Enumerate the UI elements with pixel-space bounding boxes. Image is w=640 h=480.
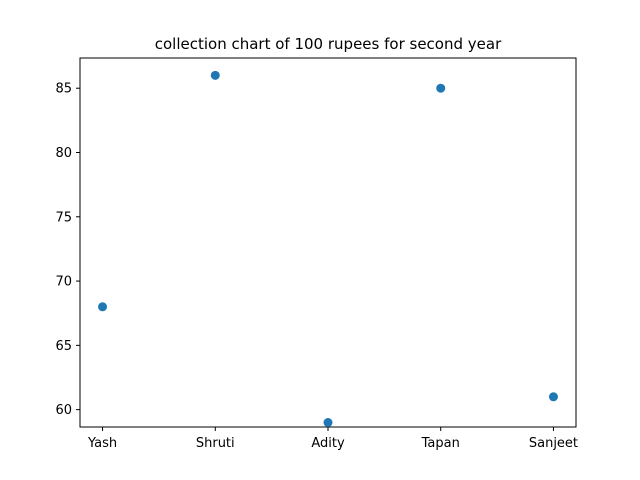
chart-title: collection chart of 100 rupees for secon… [155, 35, 502, 53]
x-tick-label: Tapan [421, 436, 460, 451]
data-point [210, 70, 220, 80]
x-tick-label: Sanjeet [529, 436, 578, 451]
x-tick-label: Yash [87, 436, 117, 451]
x-tick-label: Shruti [196, 436, 235, 451]
y-tick-label: 70 [55, 275, 72, 290]
y-tick-label: 75 [55, 210, 72, 225]
data-point [98, 302, 108, 312]
y-tick-label: 80 [55, 146, 72, 161]
y-tick-label: 60 [55, 403, 72, 418]
data-point [436, 83, 446, 93]
y-tick-label: 85 [55, 82, 72, 97]
y-tick-label: 65 [55, 339, 72, 354]
data-point [323, 418, 333, 427]
plot-area: 60 65 70 75 80 85 Yash Shruti Adity Tapan Sanjeet [55, 57, 578, 451]
x-tick-label: Adity [311, 436, 345, 451]
data-point [548, 392, 558, 402]
